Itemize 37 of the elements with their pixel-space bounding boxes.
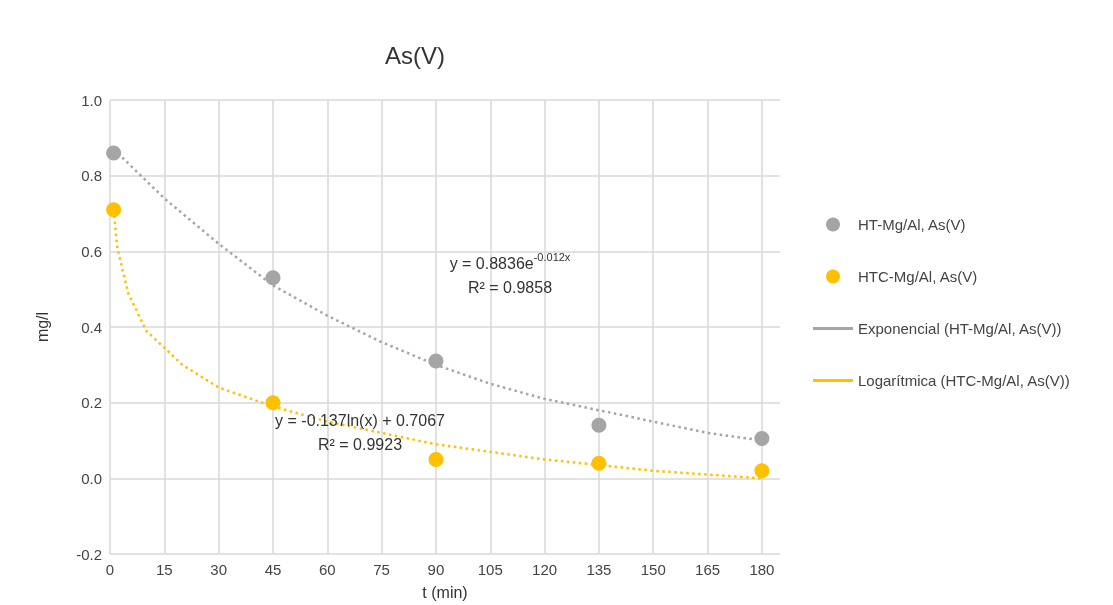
x-tick-label: 90 [427, 561, 445, 578]
point [591, 455, 607, 471]
point [265, 395, 281, 411]
point [428, 353, 444, 369]
point [106, 145, 122, 161]
x-tick-label: 150 [640, 561, 666, 578]
y-tick-label: 1.0 [81, 91, 102, 109]
x-tick-label: 120 [532, 561, 558, 578]
y-tick-label: 0.6 [81, 242, 102, 260]
x-tick-label: 105 [477, 561, 503, 578]
point [754, 463, 770, 479]
x-axis-title: t (min) [422, 583, 468, 601]
point [106, 202, 122, 218]
x-tick-label: 30 [210, 561, 227, 578]
legend-label: HT-Mg/Al, As(V) [858, 216, 966, 233]
y-tick-label: 0.4 [81, 318, 102, 336]
point [754, 431, 770, 447]
y-tick-label: 0.8 [81, 167, 102, 185]
x-tick-label: 180 [749, 561, 775, 578]
x-tick-label: 60 [318, 561, 336, 578]
y-tick-label: -0.2 [76, 545, 102, 563]
x-tick-label: 165 [695, 561, 721, 578]
legend-label: Exponencial (HT-Mg/Al, As(V)) [858, 320, 1062, 337]
y-axis-title: mg/l [33, 311, 51, 343]
x-tick-label: 15 [155, 561, 173, 578]
point [591, 417, 607, 433]
x-tick-label: 45 [264, 561, 282, 578]
point [265, 270, 281, 286]
y-tick-label: 0.0 [81, 469, 102, 487]
legend-label: HTC-Mg/Al, As(V) [858, 268, 978, 285]
legend-label: Logarítmica (HTC-Mg/Al, As(V)) [858, 372, 1070, 389]
x-tick-label: 75 [373, 561, 390, 578]
y-tick-label: 0.2 [81, 394, 102, 412]
chart-title: As(V) [385, 41, 445, 69]
x-tick-label: 0 [105, 561, 115, 578]
x-tick-label: 135 [586, 561, 612, 578]
point [428, 451, 444, 467]
